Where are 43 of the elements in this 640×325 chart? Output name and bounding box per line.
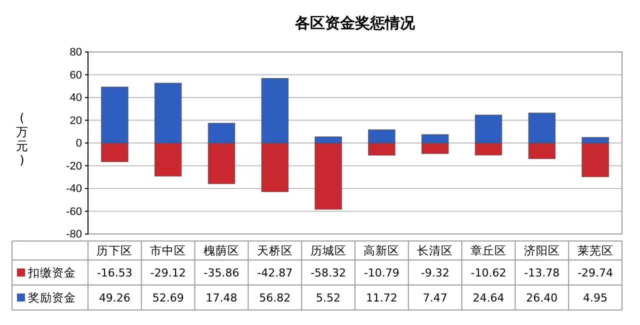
data-label: -58.32	[310, 266, 346, 280]
legend-label: 扣缴资金	[27, 266, 76, 280]
data-label: -35.86	[204, 266, 240, 280]
y-tick-label: 60	[70, 69, 82, 82]
data-label: -13.78	[524, 266, 560, 280]
data-label: 52.69	[152, 292, 184, 304]
data-label: 24.64	[472, 292, 504, 304]
x-tick-label: 历城区	[310, 244, 346, 258]
x-tick-label: 天桥区	[256, 244, 293, 258]
x-tick-label: 章丘区	[470, 244, 506, 258]
y-tick-label: 80	[70, 46, 82, 59]
x-tick-label: 槐荫区	[204, 244, 240, 258]
data-label: -10.62	[470, 266, 506, 280]
x-tick-label: 长清区	[417, 244, 454, 258]
x-tick-label: 济阳区	[524, 244, 560, 258]
data-label: -29.74	[578, 266, 614, 280]
data-label: -42.87	[257, 266, 293, 280]
data-label: 7.47	[422, 292, 448, 304]
y-tick-label: -80	[66, 228, 82, 241]
x-tick-label: 莱芜区	[577, 244, 614, 258]
data-label: -9.32	[420, 266, 450, 280]
data-label: -16.53	[96, 266, 132, 280]
y-tick-label: -20	[66, 160, 82, 172]
data-label: 49.26	[98, 292, 130, 304]
x-tick-label: 高新区	[364, 244, 400, 258]
x-tick-label: 市中区	[150, 244, 186, 258]
data-label: 56.82	[259, 292, 291, 304]
data-label: -10.79	[364, 266, 400, 280]
y-axis-title: (万元)	[16, 111, 28, 167]
data-label: 4.95	[583, 292, 608, 304]
data-label: -29.12	[150, 266, 186, 280]
legend-label: 奖励资金	[28, 290, 76, 304]
y-tick-label: 40	[70, 92, 82, 104]
data-label: 5.52	[316, 292, 341, 304]
y-tick-label: -40	[66, 183, 82, 196]
y-tick-label: -60	[66, 206, 82, 218]
y-tick-label: 0	[76, 138, 82, 150]
data-label: 26.40	[526, 292, 558, 304]
y-tick-label: 20	[70, 114, 82, 127]
x-tick-label: 历下区	[96, 244, 133, 258]
data-label: 17.48	[206, 292, 238, 304]
chart-title: 各区资金奖惩情况	[294, 14, 416, 32]
data-label: 11.72	[366, 292, 398, 304]
